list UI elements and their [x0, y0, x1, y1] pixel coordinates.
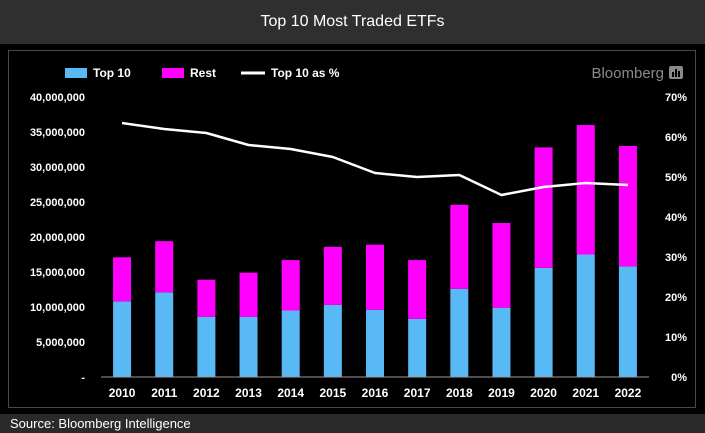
bar-rest [366, 244, 384, 310]
brand-icon [669, 66, 683, 79]
brand-icon-bar [678, 71, 680, 77]
y-right-tick-label: 70% [665, 92, 687, 104]
brand-icon-bar [675, 69, 677, 77]
legend: Top 10 Rest Top 10 as % [65, 66, 340, 80]
bar-rest [323, 246, 342, 305]
y-left-tick-label: 5,000,000 [36, 337, 85, 349]
x-tick-label: 2014 [277, 386, 304, 400]
x-tick-label: 2012 [193, 386, 220, 400]
brand-text: Bloomberg [591, 65, 664, 82]
y-left-tick-label: 20,000,000 [30, 232, 85, 244]
x-tick-label: 2021 [572, 386, 599, 400]
x-tick-label: 2010 [109, 386, 136, 400]
pct-line-path [121, 121, 628, 197]
chart-title: Top 10 Most Traded ETFs [260, 13, 445, 30]
y-right-tick-label: 40% [665, 212, 687, 224]
bar-top10 [281, 310, 300, 377]
bar-rest [534, 147, 553, 268]
bar-top10 [408, 318, 427, 377]
bar-top10 [113, 301, 132, 377]
brand-icon-bar [672, 72, 674, 77]
y-right-tick-label: 20% [665, 292, 687, 304]
y-right-tick-label: 10% [665, 332, 687, 344]
bar-rest [197, 279, 216, 317]
legend-swatch-rest [162, 68, 184, 78]
y-right-tick-label: 60% [665, 132, 687, 144]
y-right-tick-label: 50% [665, 172, 687, 184]
y-left-tick-label: 40,000,000 [30, 92, 85, 104]
bar-top10 [366, 309, 384, 377]
bar-top10 [323, 304, 342, 377]
bloomberg-logo: Bloomberg [591, 65, 683, 82]
bar-top10 [576, 254, 595, 377]
bar-top10 [155, 292, 174, 377]
bar-top10 [618, 266, 637, 377]
legend-label-top10: Top 10 [93, 66, 131, 80]
chart-frame: Top 10 Rest Top 10 as % Bloomberg - 5,000,0… [8, 50, 696, 408]
bar-top10 [534, 267, 553, 377]
bar-rest [450, 204, 469, 289]
x-tick-label: 2017 [404, 386, 431, 400]
source-bar: Source: Bloomberg Intelligence [0, 414, 705, 433]
bar-rest [155, 241, 174, 293]
chart-header: Top 10 Most Traded ETFs [0, 0, 705, 44]
source-text: Source: Bloomberg Intelligence [10, 416, 191, 431]
x-tick-label: 2016 [362, 386, 389, 400]
y-right-tick-label: 30% [665, 252, 687, 264]
bar-top10 [197, 316, 216, 377]
bar-rest [618, 146, 637, 267]
y-left-tick-label: 30,000,000 [30, 162, 85, 174]
x-tick-label: 2015 [319, 386, 346, 400]
bars [113, 125, 637, 377]
x-tick-label: 2013 [235, 386, 262, 400]
legend-label-rest: Rest [190, 66, 216, 80]
bar-top10 [450, 288, 469, 377]
x-tick-label: 2018 [446, 386, 473, 400]
bar-rest [239, 272, 258, 317]
y-axis-left: - 5,000,000 10,000,000 15,000,000 20,000,000… [30, 92, 85, 384]
bar-rest [113, 257, 132, 302]
y-left-tick-label: 15,000,000 [30, 267, 85, 279]
y-left-tick-label: 10,000,000 [30, 302, 85, 314]
y-right-tick-label: 0% [671, 372, 687, 384]
x-tick-label: 2020 [530, 386, 557, 400]
legend-swatch-top10 [65, 68, 87, 78]
bar-rest [408, 260, 427, 319]
x-tick-label: 2022 [615, 386, 642, 400]
x-axis: 2010 2011 2012 2013 2014 2015 2016 2017 2018 2019… [101, 376, 649, 400]
y-left-tick-label: 35,000,000 [30, 127, 85, 139]
bar-rest [492, 223, 511, 308]
bar-rest [281, 260, 300, 311]
y-axis-right: 0% 10% 20% 30% 40% 50% 60% 70% [665, 92, 687, 384]
y-left-tick-label: 25,000,000 [30, 197, 85, 209]
bar-top10 [492, 307, 511, 377]
bar-top10 [239, 316, 258, 377]
bar-rest [576, 125, 595, 255]
chart-svg: Top 10 Rest Top 10 as % Bloomberg - 5,000,0… [30, 65, 687, 400]
legend-label-pct: Top 10 as % [271, 66, 340, 80]
pct-line [121, 121, 628, 197]
y-left-tick-label: - [81, 372, 85, 384]
x-tick-label: 2011 [151, 386, 177, 400]
x-tick-label: 2019 [488, 386, 515, 400]
